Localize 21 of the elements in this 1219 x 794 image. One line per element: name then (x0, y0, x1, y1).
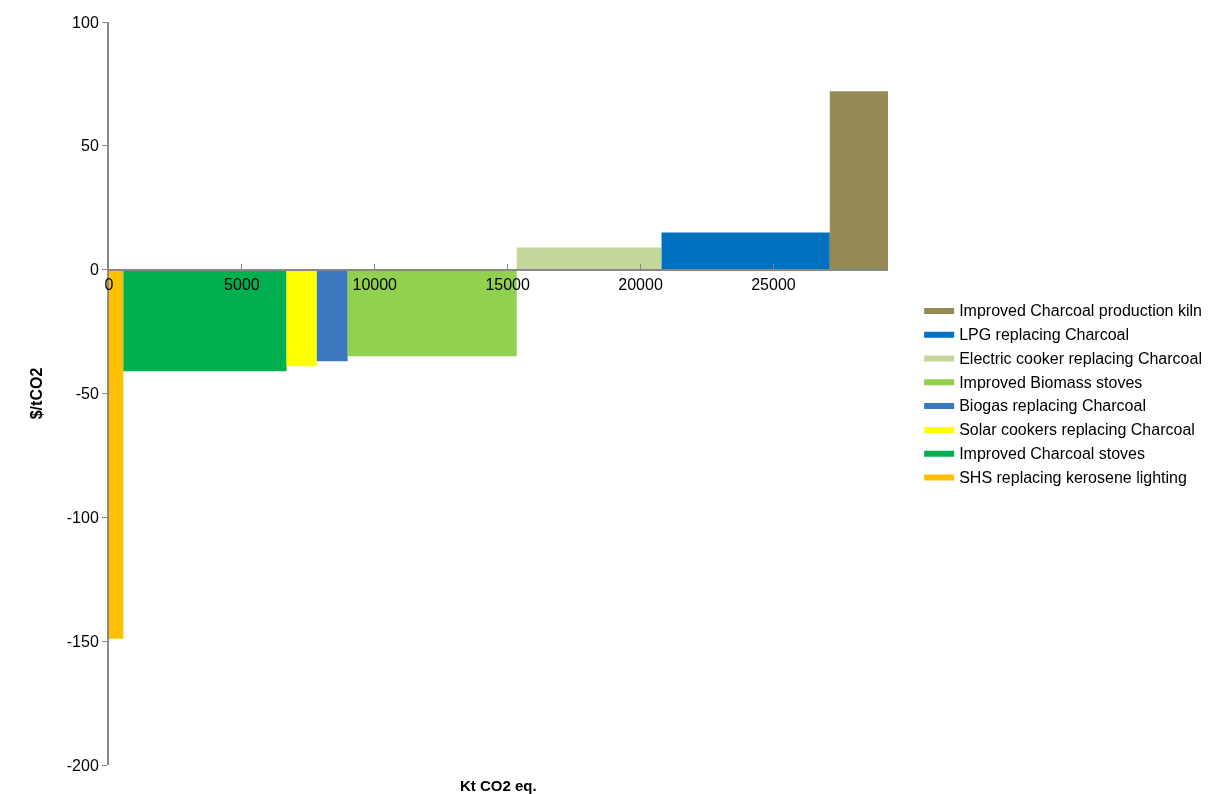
y-tick-label: -200 (66, 756, 99, 774)
x-tick-label: 25000 (751, 275, 796, 293)
legend-label: Electric cooker replacing Charcoal (959, 349, 1202, 367)
x-tick-label: 5000 (224, 275, 260, 293)
legend-label: LPG replacing Charcoal (959, 325, 1130, 343)
y-tick-label: -100 (66, 508, 99, 526)
y-tick-label: 0 (89, 261, 99, 279)
y-tick-label: 50 (81, 137, 99, 155)
legend-label: Improved Biomass stoves (959, 373, 1143, 391)
y-tick-label: 100 (72, 13, 99, 31)
y-tick-label: -150 (66, 632, 99, 650)
x-axis-title: Kt CO2 eq. (460, 777, 537, 794)
y-tick-label: -50 (75, 385, 99, 403)
x-tick-label: 20000 (618, 275, 663, 293)
legend-label: Improved Charcoal stoves (959, 444, 1146, 462)
legend-label: SHS replacing kerosene lighting (959, 468, 1187, 486)
y-axis-title: $/tCO2 (28, 367, 46, 420)
x-tick-label: 10000 (352, 275, 398, 293)
legend-label: Improved Charcoal production kiln (959, 302, 1202, 320)
legend-label: Solar cookers replacing Charcoal (959, 421, 1195, 439)
legend-label: Biogas replacing Charcoal (959, 397, 1146, 415)
